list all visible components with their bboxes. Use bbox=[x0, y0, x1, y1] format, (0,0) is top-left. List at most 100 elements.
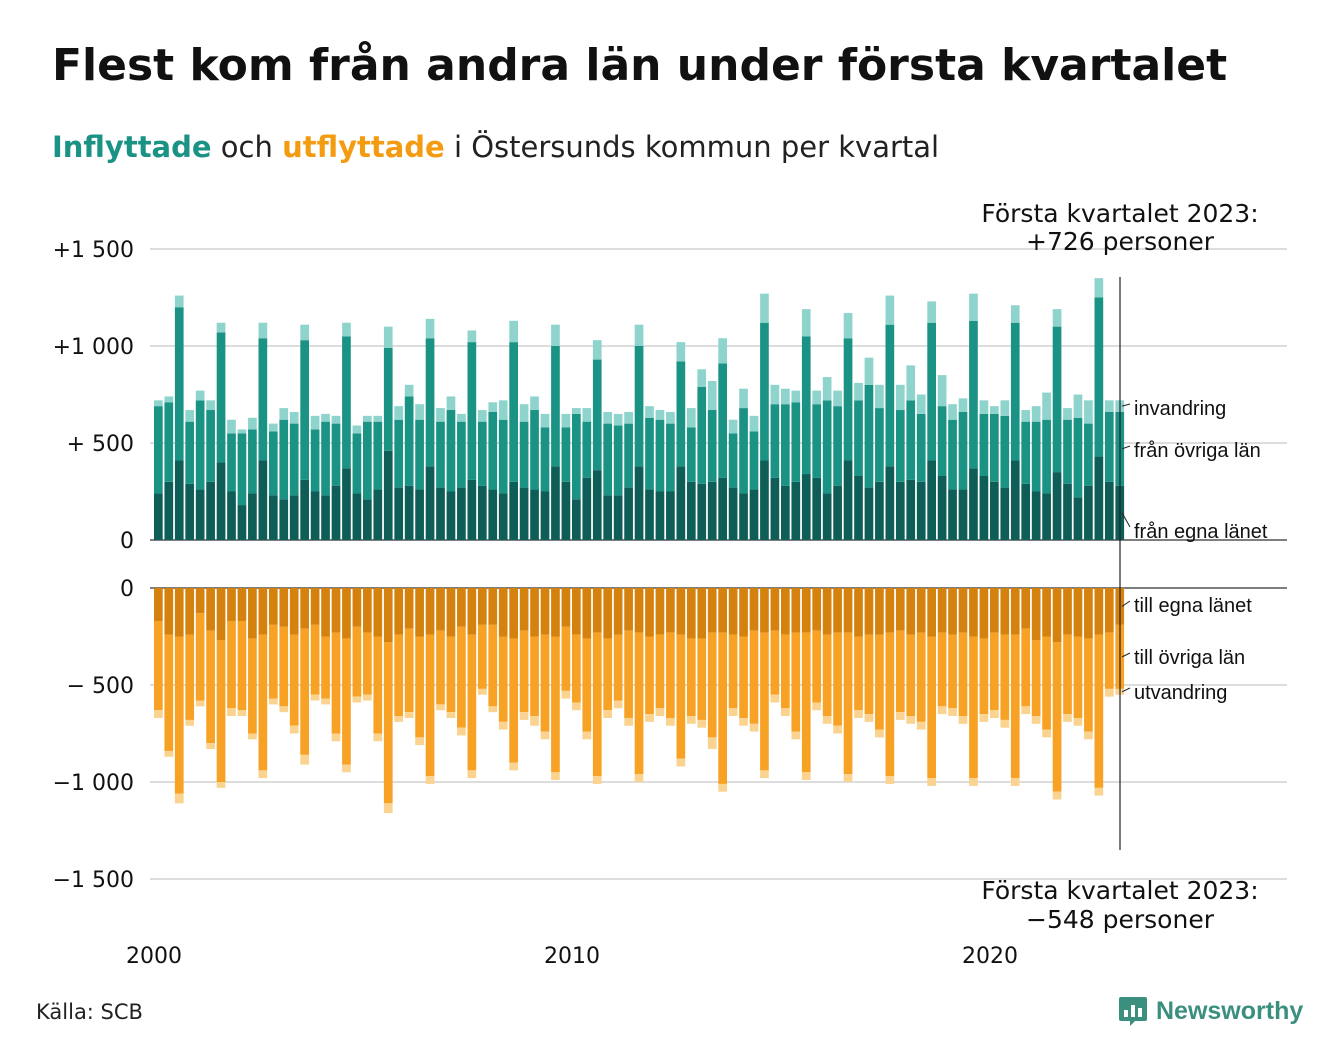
series-label-leader bbox=[1121, 687, 1131, 693]
bar-inflow-other-counties bbox=[833, 406, 842, 486]
bar-outflow-other-counties bbox=[164, 634, 174, 751]
bar-outflow-emigration bbox=[1084, 731, 1093, 740]
bar-outflow-emigration bbox=[875, 729, 884, 738]
bar-inflow-own-county bbox=[666, 491, 675, 540]
bar-outflow-emigration bbox=[446, 712, 456, 718]
bar-inflow-other-counties bbox=[645, 417, 654, 490]
bar-inflow-immigration bbox=[331, 415, 341, 424]
bar-inflow-immigration bbox=[875, 384, 884, 409]
bar-inflow-own-county bbox=[822, 493, 832, 540]
bar-outflow-other-counties bbox=[404, 628, 414, 713]
bar-outflow-emigration bbox=[425, 776, 435, 784]
bar-inflow-own-county bbox=[415, 489, 424, 540]
bar-inflow-other-counties bbox=[509, 342, 518, 482]
bar-outflow-own-county bbox=[937, 588, 947, 633]
series-label-bottom: till egna länet bbox=[1134, 595, 1252, 617]
bar-inflow-own-county bbox=[906, 479, 916, 540]
bar-outflow-own-county bbox=[352, 588, 362, 627]
bar-inflow-immigration bbox=[457, 413, 466, 422]
bar-outflow-emigration bbox=[760, 770, 769, 779]
bar-outflow-other-counties bbox=[363, 632, 372, 695]
bar-outflow-emigration bbox=[749, 723, 759, 732]
bar-inflow-immigration bbox=[446, 396, 456, 411]
bar-outflow-own-county bbox=[582, 588, 592, 639]
bar-outflow-other-counties bbox=[885, 632, 895, 777]
bar-inflow-other-counties bbox=[530, 410, 539, 490]
bar-outflow-other-counties bbox=[1010, 634, 1020, 779]
bar-outflow-other-counties bbox=[1063, 634, 1072, 715]
bar-outflow-other-counties bbox=[530, 636, 539, 717]
bar-outflow-own-county bbox=[1031, 588, 1041, 641]
bar-inflow-other-counties bbox=[822, 400, 832, 494]
bar-inflow-immigration bbox=[268, 423, 278, 432]
bar-inflow-other-counties bbox=[791, 402, 801, 482]
bar-outflow-other-counties bbox=[1021, 628, 1031, 707]
bar-outflow-own-county bbox=[310, 588, 320, 625]
bar-inflow-immigration bbox=[436, 408, 445, 422]
y-tick-label-bottom: 0 bbox=[120, 577, 134, 602]
bar-outflow-other-counties bbox=[310, 624, 320, 695]
bar-inflow-immigration bbox=[676, 342, 686, 362]
bar-outflow-emigration bbox=[164, 750, 174, 757]
bar-inflow-immigration bbox=[404, 384, 414, 397]
bar-outflow-own-county bbox=[895, 588, 905, 631]
bar-inflow-other-counties bbox=[237, 433, 247, 506]
bar-inflow-other-counties bbox=[603, 423, 613, 496]
bar-inflow-immigration bbox=[655, 410, 665, 420]
bar-outflow-own-county bbox=[237, 588, 247, 621]
bar-inflow-own-county bbox=[697, 483, 707, 540]
bar-inflow-other-counties bbox=[812, 404, 822, 478]
bar-inflow-immigration bbox=[206, 400, 215, 411]
bar-outflow-emigration bbox=[990, 710, 999, 718]
bar-outflow-other-counties bbox=[655, 634, 665, 709]
bar-inflow-immigration bbox=[394, 406, 404, 420]
bar-inflow-other-counties bbox=[1084, 423, 1093, 486]
bar-inflow-immigration bbox=[634, 324, 644, 346]
bar-outflow-emigration bbox=[948, 708, 957, 717]
y-tick-label-top: +1 500 bbox=[53, 238, 134, 263]
bar-inflow-own-county bbox=[812, 477, 822, 540]
bar-inflow-own-county bbox=[603, 495, 613, 540]
bar-outflow-emigration bbox=[373, 733, 383, 742]
bar-outflow-emigration bbox=[498, 721, 508, 730]
bar-outflow-other-counties bbox=[498, 636, 508, 722]
bar-inflow-immigration bbox=[248, 417, 257, 430]
bar-outflow-emigration bbox=[1052, 791, 1062, 800]
bar-outflow-other-counties bbox=[572, 634, 581, 703]
bar-outflow-own-county bbox=[206, 588, 215, 631]
bar-outflow-own-county bbox=[958, 588, 968, 633]
bar-inflow-other-counties bbox=[990, 413, 999, 482]
bar-outflow-other-counties bbox=[613, 634, 623, 701]
bar-inflow-immigration bbox=[686, 408, 696, 428]
bar-inflow-other-counties bbox=[686, 427, 696, 482]
bar-outflow-other-counties bbox=[352, 626, 362, 697]
bar-inflow-immigration bbox=[739, 388, 748, 409]
bar-inflow-other-counties bbox=[227, 433, 236, 492]
bar-outflow-own-county bbox=[749, 588, 759, 631]
bar-outflow-emigration bbox=[885, 776, 895, 784]
bar-outflow-other-counties bbox=[676, 634, 686, 759]
bar-inflow-immigration bbox=[164, 396, 174, 403]
bar-inflow-immigration bbox=[781, 388, 790, 405]
bar-outflow-own-county bbox=[415, 588, 424, 637]
bar-outflow-other-counties bbox=[801, 632, 811, 773]
bar-inflow-other-counties bbox=[248, 429, 257, 494]
bar-outflow-own-county bbox=[530, 588, 539, 637]
bar-outflow-other-counties bbox=[895, 630, 905, 713]
bar-inflow-other-counties bbox=[613, 425, 623, 496]
bar-outflow-emigration bbox=[801, 772, 811, 781]
bar-inflow-own-county bbox=[749, 489, 759, 540]
bar-inflow-immigration bbox=[154, 400, 163, 407]
bar-outflow-own-county bbox=[258, 588, 268, 635]
bar-outflow-other-counties bbox=[154, 620, 163, 711]
bar-inflow-immigration bbox=[1021, 410, 1031, 422]
bar-inflow-own-county bbox=[268, 495, 278, 540]
bar-outflow-own-county bbox=[436, 588, 445, 631]
bar-outflow-own-county bbox=[624, 588, 633, 631]
bar-inflow-other-counties bbox=[467, 342, 477, 480]
bar-outflow-emigration bbox=[916, 721, 926, 730]
bar-inflow-own-county bbox=[342, 468, 351, 540]
series-label-bottom: till övriga län bbox=[1134, 647, 1245, 669]
bar-outflow-own-county bbox=[268, 588, 278, 625]
bar-inflow-immigration bbox=[645, 406, 654, 418]
